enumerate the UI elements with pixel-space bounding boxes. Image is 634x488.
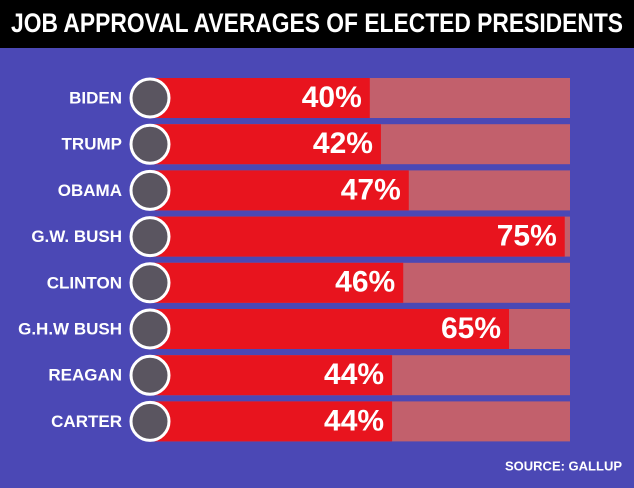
portrait	[129, 123, 171, 165]
title-bar	[0, 0, 634, 48]
source: SOURCE: GALLUP	[505, 458, 622, 473]
bar-value-label: 44%	[324, 358, 384, 391]
bar-value-label: 46%	[335, 266, 395, 299]
portrait	[129, 216, 171, 258]
bar	[150, 262, 404, 303]
bar-value-label: 40%	[302, 81, 362, 114]
portrait	[129, 169, 171, 211]
chart-title: JOB APPROVAL AVERAGES OF ELECTED PRESIDE…	[11, 8, 623, 38]
portrait	[129, 354, 171, 396]
bar-value-label: 65%	[441, 312, 501, 345]
portrait	[129, 77, 171, 119]
portrait	[129, 308, 171, 350]
category-label: CARTER	[51, 412, 122, 431]
bar	[150, 355, 393, 396]
bar-value-label: 47%	[341, 173, 401, 206]
portrait	[129, 262, 171, 304]
category-label: CLINTON	[47, 273, 122, 292]
bar	[150, 170, 409, 211]
category-label: REAGAN	[48, 366, 122, 385]
portrait	[129, 400, 171, 442]
bar-value-label: 42%	[313, 127, 373, 160]
bar-value-label: 75%	[497, 220, 557, 253]
category-label: G.H.W BUSH	[18, 319, 122, 338]
category-label: OBAMA	[58, 181, 122, 200]
bar-value-label: 44%	[324, 404, 384, 437]
category-label: BIDEN	[69, 88, 122, 107]
category-label: TRUMP	[62, 135, 122, 154]
bar	[150, 309, 510, 349]
bar	[150, 216, 565, 257]
category-label: G.W. BUSH	[31, 227, 122, 246]
bar	[150, 78, 370, 118]
bar	[150, 401, 393, 442]
bar	[150, 124, 381, 165]
